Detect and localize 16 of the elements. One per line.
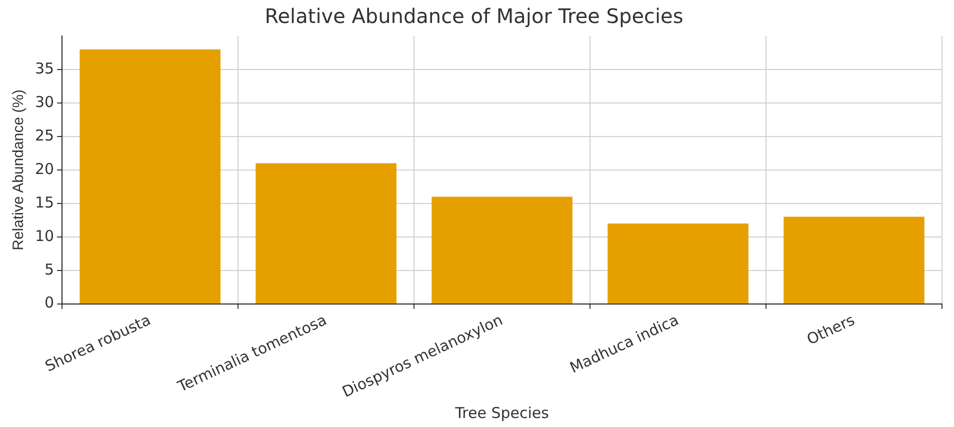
- y-tick-label: 25: [34, 126, 54, 144]
- chart-title: Relative Abundance of Major Tree Species: [264, 4, 684, 28]
- y-tick-label: 15: [34, 193, 54, 212]
- bar: [80, 49, 220, 304]
- y-axis-title: Relative Abundance (%): [10, 89, 28, 250]
- y-tick-label: 5: [44, 260, 54, 278]
- y-tick-label: 0: [44, 294, 54, 312]
- y-tick-label: 20: [34, 160, 54, 178]
- y-tick-label: 35: [34, 59, 54, 78]
- bar: [608, 223, 748, 304]
- bar: [256, 163, 396, 304]
- bar: [432, 196, 572, 304]
- y-tick-label: 30: [34, 92, 54, 111]
- y-tick-label: 10: [34, 226, 54, 245]
- x-axis-title: Tree Species: [454, 404, 550, 422]
- bar: [784, 216, 924, 304]
